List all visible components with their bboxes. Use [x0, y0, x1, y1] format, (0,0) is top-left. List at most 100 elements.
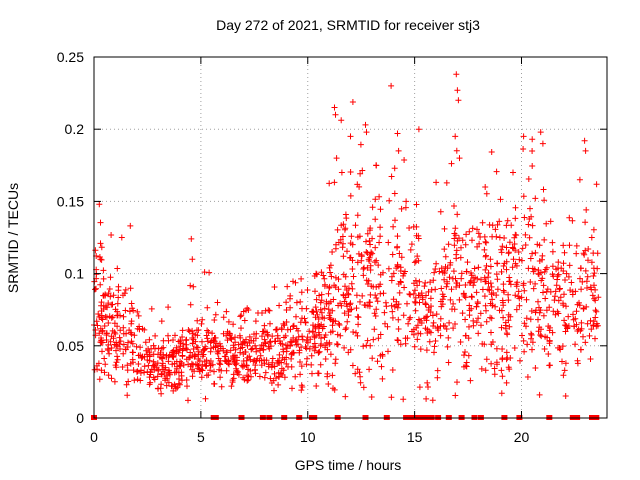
data-point — [342, 273, 349, 280]
data-point — [521, 348, 528, 355]
data-point — [114, 353, 121, 360]
data-point — [318, 321, 325, 328]
data-point — [493, 359, 500, 366]
data-point — [331, 282, 338, 289]
data-point — [125, 378, 132, 385]
data-point — [276, 302, 283, 309]
data-point — [452, 232, 459, 239]
data-point — [279, 354, 286, 361]
data-point — [162, 377, 169, 384]
data-point — [239, 363, 246, 370]
data-point — [417, 330, 424, 337]
data-point — [159, 362, 166, 369]
data-point — [444, 278, 450, 285]
data-point — [261, 374, 268, 381]
data-point — [500, 314, 507, 321]
data-point — [203, 362, 210, 369]
data-point — [345, 349, 352, 356]
data-point — [422, 300, 429, 307]
data-point — [412, 299, 419, 306]
data-point — [552, 293, 558, 300]
data-point — [512, 292, 519, 299]
data-point — [146, 374, 153, 381]
data-point — [516, 302, 523, 309]
data-point — [216, 366, 223, 373]
data-point — [459, 310, 466, 317]
data-point — [494, 260, 501, 267]
data-point — [151, 376, 158, 383]
data-point — [416, 278, 423, 285]
data-point — [395, 337, 402, 344]
y-tick-label: 0.2 — [65, 121, 85, 137]
data-point — [187, 301, 194, 308]
data-point — [413, 232, 420, 239]
data-point — [374, 358, 381, 365]
data-point — [573, 250, 580, 257]
data-point — [283, 319, 290, 325]
data-point — [299, 336, 306, 343]
data-point-outlier — [455, 97, 462, 104]
data-point — [372, 244, 379, 251]
data-point — [321, 305, 328, 312]
data-point — [120, 324, 127, 331]
data-point — [448, 286, 455, 293]
data-point — [442, 263, 449, 270]
data-point — [204, 304, 211, 311]
data-point-outlier — [189, 256, 196, 263]
data-point — [367, 241, 374, 248]
data-point — [329, 249, 336, 255]
data-point — [478, 276, 484, 283]
data-point — [505, 291, 512, 298]
data-point — [92, 286, 98, 293]
data-point — [391, 165, 398, 172]
data-point — [426, 338, 433, 345]
data-point — [433, 179, 440, 186]
data-point — [345, 312, 352, 319]
data-point — [341, 310, 348, 317]
data-point — [503, 349, 510, 356]
data-point — [342, 326, 349, 333]
data-point — [526, 234, 533, 241]
data-point — [549, 239, 556, 246]
data-point — [395, 326, 402, 332]
data-point — [475, 230, 482, 237]
data-point — [314, 370, 321, 377]
data-point — [413, 324, 420, 331]
data-point — [498, 249, 505, 256]
data-point — [516, 256, 523, 263]
data-point — [110, 335, 117, 342]
data-point — [388, 277, 395, 284]
data-point — [451, 306, 458, 313]
plot-frame — [93, 56, 608, 419]
data-point — [520, 146, 527, 152]
data-point — [527, 255, 534, 262]
data-point-outlier — [188, 235, 195, 242]
data-point — [114, 300, 121, 307]
data-point — [529, 346, 535, 353]
data-point — [249, 345, 256, 352]
data-point — [341, 226, 348, 233]
data-point — [225, 318, 232, 325]
data-point — [135, 352, 142, 359]
data-point — [474, 300, 481, 307]
data-point — [577, 275, 583, 282]
data-point — [421, 283, 428, 290]
data-point-outlier — [333, 155, 340, 162]
data-point — [220, 345, 226, 352]
data-point — [299, 333, 306, 340]
data-point — [287, 304, 294, 311]
data-point — [425, 304, 432, 311]
data-point — [393, 265, 400, 272]
data-point — [129, 340, 136, 347]
data-point — [283, 348, 290, 355]
data-point — [537, 307, 544, 314]
data-point — [441, 225, 448, 232]
data-point — [297, 359, 303, 365]
data-point-outlier — [582, 147, 589, 154]
data-point — [212, 311, 219, 318]
data-point — [261, 357, 268, 363]
data-point — [595, 294, 602, 301]
data-point — [401, 157, 408, 163]
data-point — [524, 341, 531, 348]
data-point — [588, 234, 595, 241]
